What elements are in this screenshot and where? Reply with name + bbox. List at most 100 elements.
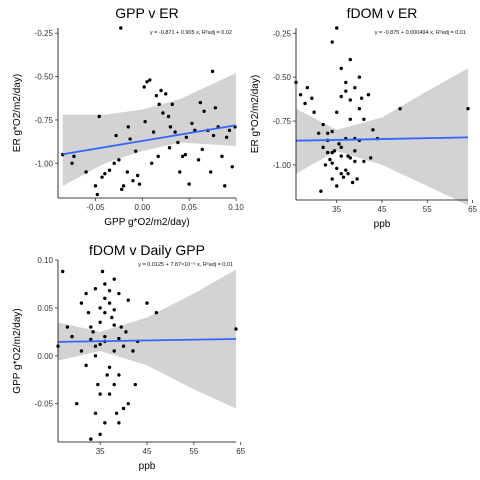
data-point	[321, 145, 325, 150]
x-axis-label: ppb	[139, 461, 156, 472]
data-point	[145, 80, 149, 84]
data-point	[91, 330, 95, 334]
data-point	[126, 125, 130, 129]
chart-title: GPP v ER	[115, 5, 179, 21]
data-point	[98, 392, 102, 396]
x-tick-label: 65	[468, 205, 477, 214]
y-tick-label: -0.75	[273, 117, 292, 126]
x-tick-label: 55	[423, 205, 432, 214]
y-tick-label: -0.50	[35, 73, 54, 82]
data-point	[119, 325, 123, 329]
confidence-band	[58, 269, 236, 409]
data-point	[220, 154, 224, 159]
data-point	[100, 175, 104, 179]
data-point	[344, 80, 348, 85]
data-point	[107, 392, 112, 396]
chart-2: fDOM v ER 35 45 55 65 -0.25 -0.50 -0.75 -1.00 ppb…	[250, 5, 478, 230]
data-point	[339, 94, 343, 99]
data-point	[323, 163, 328, 167]
data-point	[89, 325, 93, 329]
data-point	[184, 135, 189, 139]
data-point	[310, 96, 314, 100]
data-point	[117, 336, 121, 341]
data-point	[346, 171, 350, 176]
data-point	[168, 125, 173, 129]
x-axis-label: ppb	[374, 219, 391, 230]
data-point	[137, 182, 142, 186]
data-point	[187, 182, 191, 186]
data-point	[330, 150, 334, 155]
data-point	[112, 349, 116, 353]
data-point	[131, 349, 135, 353]
data-point	[196, 158, 201, 162]
data-point	[143, 119, 147, 124]
data-point	[346, 154, 350, 158]
data-point	[103, 282, 107, 286]
data-point	[117, 421, 121, 425]
y-tick-label: -0.50	[273, 73, 292, 82]
data-point	[114, 411, 119, 415]
data-point	[98, 306, 102, 310]
data-point	[362, 159, 366, 164]
data-point	[121, 184, 126, 188]
data-point	[316, 131, 321, 136]
data-point	[173, 130, 177, 134]
data-point	[355, 177, 359, 181]
x-axis-label: GPP g*O2/m2/day)	[104, 217, 189, 228]
fit-line	[57, 338, 237, 343]
data-point	[117, 158, 121, 162]
data-point	[359, 96, 364, 100]
y-tick-label: -0.25	[35, 29, 54, 38]
data-point	[164, 92, 168, 96]
data-point	[89, 437, 93, 441]
data-point	[234, 327, 238, 331]
data-point	[103, 172, 107, 176]
data-point	[148, 78, 152, 82]
data-point	[84, 291, 88, 296]
data-point	[95, 192, 100, 197]
data-point	[159, 88, 163, 93]
x-tick-label: -0.05	[86, 203, 105, 212]
data-point	[93, 344, 98, 348]
data-point	[103, 296, 107, 301]
data-point	[166, 114, 171, 119]
data-point	[353, 159, 357, 164]
data-point	[107, 301, 112, 305]
data-point	[110, 315, 114, 320]
data-point	[211, 133, 216, 138]
data-point	[330, 129, 334, 134]
y-tick-label: -1.00	[35, 159, 54, 168]
data-point	[112, 308, 116, 312]
chart-1: GPP v ER -0.05 0.00 0.05 0.10 -0.25 -0.50 -0.75…	[12, 5, 244, 228]
data-point	[121, 406, 126, 411]
y-axis-label: GPP g*O2/m2/day)	[12, 308, 23, 393]
data-point	[398, 107, 402, 111]
data-point	[357, 107, 362, 111]
x-tick-label: 35	[96, 447, 105, 456]
y-tick-label: -0.05	[35, 400, 54, 409]
data-point	[142, 85, 146, 89]
data-point	[339, 145, 343, 150]
data-point	[134, 149, 138, 153]
data-point	[112, 161, 116, 166]
fit-line	[295, 136, 469, 142]
data-point	[368, 156, 373, 160]
data-point	[348, 117, 353, 121]
y-tick-label: -0.75	[35, 116, 54, 125]
data-point	[107, 168, 112, 172]
data-point	[93, 411, 98, 415]
y-tick-label: 0.05	[37, 304, 53, 313]
data-point	[107, 365, 112, 369]
data-point	[330, 177, 334, 181]
data-point	[128, 137, 132, 141]
data-point	[79, 301, 84, 305]
data-point	[124, 330, 128, 334]
data-point	[93, 184, 98, 188]
data-point	[72, 154, 76, 159]
data-point	[126, 298, 130, 302]
data-point	[161, 111, 165, 115]
data-point	[209, 170, 213, 174]
data-point	[371, 128, 375, 132]
data-point	[157, 102, 161, 107]
